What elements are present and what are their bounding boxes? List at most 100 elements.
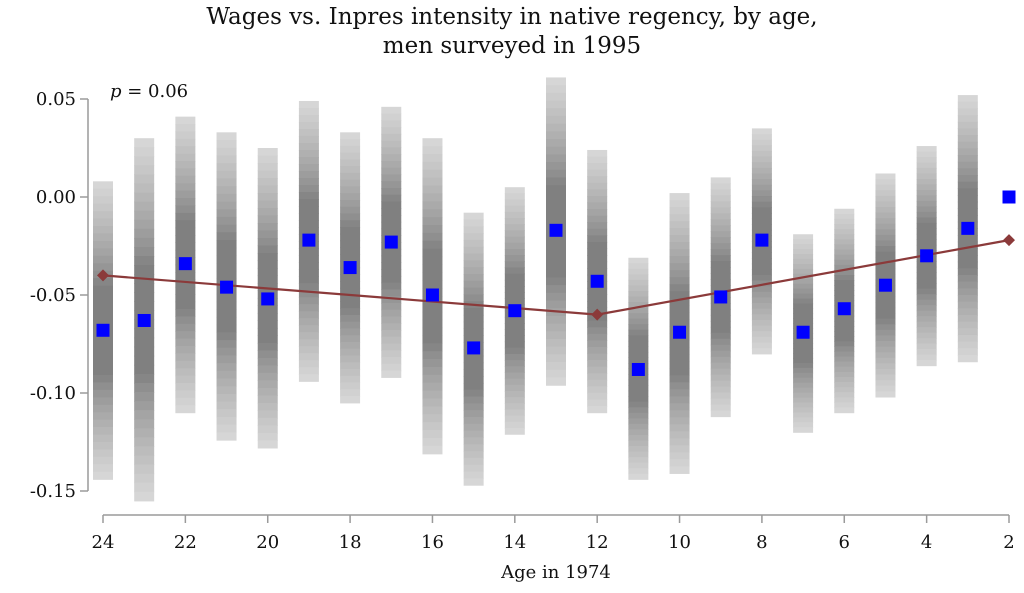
band-segment (875, 195, 896, 203)
band-segment (546, 331, 566, 340)
band-segment (422, 185, 443, 195)
band-segment (175, 301, 196, 310)
band-segment (422, 445, 443, 455)
band-segment (957, 168, 978, 176)
band-segment (628, 296, 649, 303)
band-segment (751, 336, 772, 344)
band-segment (628, 396, 649, 403)
band-segment (710, 410, 731, 418)
band-segment (710, 285, 731, 292)
band-segment (546, 162, 566, 171)
band-segment (793, 263, 814, 270)
band-segment (257, 327, 278, 337)
band-segment (793, 239, 814, 245)
band-segment (216, 409, 237, 418)
band-segment (834, 254, 855, 261)
band-segment (93, 307, 113, 316)
band-segment (793, 407, 814, 414)
band-segment (916, 167, 937, 175)
band-segment (834, 325, 855, 332)
band-segment (669, 270, 690, 278)
band-segment (587, 255, 608, 263)
band-segment (340, 139, 361, 147)
band-segment (422, 311, 443, 321)
band-segment (216, 309, 237, 318)
band-segment (587, 268, 608, 276)
band-segment (463, 478, 484, 486)
band-segment (134, 237, 155, 248)
band-segment (216, 132, 237, 141)
band-segment (381, 343, 402, 351)
band-segment (957, 121, 978, 129)
band-segment (422, 193, 443, 202)
band-segment (875, 313, 896, 320)
band-segment (669, 438, 690, 446)
confidence-band (957, 95, 978, 363)
band-segment (751, 229, 772, 237)
band-segment (340, 193, 361, 201)
band-segment (793, 367, 814, 374)
band-segment (93, 203, 113, 212)
band-segment (587, 320, 608, 328)
band-segment (546, 269, 566, 279)
band-segment (916, 327, 937, 334)
band-segment (710, 356, 731, 364)
band-segment (175, 272, 196, 281)
band-segment (710, 368, 731, 376)
band-segment (422, 343, 443, 352)
band-segment (93, 218, 113, 227)
band-segment (710, 386, 731, 394)
band-segment (134, 491, 155, 502)
band-segment (875, 296, 896, 303)
band-segment (340, 226, 361, 235)
band-segment (751, 263, 772, 270)
band-segment (916, 157, 937, 164)
band-segment (546, 315, 566, 325)
band-segment (504, 409, 525, 417)
band-segment (834, 402, 855, 409)
band-segment (916, 354, 937, 361)
band-segment (504, 261, 525, 269)
band-segment (546, 138, 566, 148)
band-segment (793, 387, 814, 394)
band-segment (93, 352, 113, 361)
band-segment (381, 316, 402, 324)
band-segment (257, 410, 278, 419)
band-segment (587, 287, 608, 296)
confidence-band (710, 177, 731, 418)
band-segment (669, 431, 690, 439)
band-segment (422, 146, 443, 155)
band-segment (751, 258, 772, 265)
band-segment (546, 185, 566, 194)
band-segment (381, 215, 402, 223)
band-segment (587, 360, 608, 368)
band-segment (628, 429, 649, 436)
band-segment (340, 368, 361, 377)
p-value-var: p (110, 81, 122, 102)
band-segment (751, 252, 772, 259)
band-segment (381, 296, 402, 304)
band-segment (134, 419, 155, 429)
band-segment (916, 288, 937, 295)
band-segment (916, 277, 937, 284)
band-segment (257, 162, 278, 172)
band-segment (793, 254, 814, 260)
band-segment (751, 280, 772, 287)
band-segment (257, 380, 278, 389)
band-segment (422, 414, 443, 423)
band-segment (463, 280, 484, 289)
band-segment (257, 425, 278, 434)
y-tick-label: -0.15 (30, 481, 76, 502)
band-segment (504, 427, 525, 435)
band-segment (916, 173, 937, 180)
band-segment (504, 415, 525, 423)
band-segment (93, 471, 113, 480)
y-tick-label: 0.00 (36, 187, 76, 208)
coefficient-point (261, 292, 275, 306)
band-segment (463, 369, 484, 377)
confidence-band (93, 181, 113, 480)
band-segment (340, 281, 361, 289)
band-segment (257, 402, 278, 411)
band-segment (463, 376, 484, 384)
band-segment (710, 243, 731, 250)
